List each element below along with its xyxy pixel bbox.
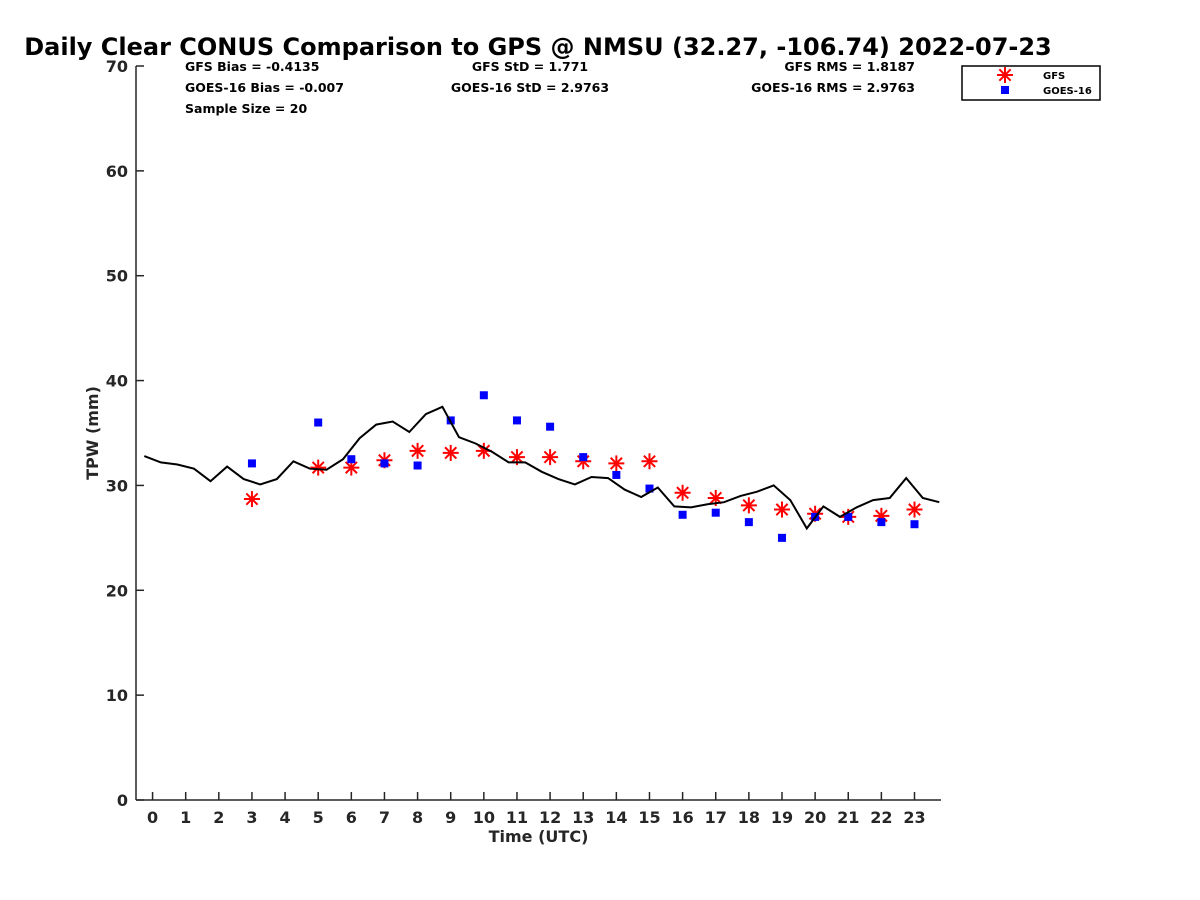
gfs-point-stroke (543, 450, 557, 464)
goes16-point (413, 461, 422, 470)
stat-goes-bias: GOES-16 Bias = -0.007 (185, 80, 344, 95)
goes16-point (877, 518, 886, 527)
stat-goes-std: GOES-16 StD = 2.9763 (451, 80, 609, 95)
legend-gfs-marker (997, 67, 1013, 83)
gfs-point (674, 484, 691, 501)
x-tick-label: 15 (638, 808, 660, 827)
legend-gfs-asterisk-stroke (998, 68, 1012, 82)
stat-sample-size: Sample Size = 20 (185, 101, 307, 116)
y-tick-label: 0 (117, 791, 128, 810)
x-axis-label: Time (UTC) (489, 827, 589, 846)
x-tick-label: 21 (837, 808, 859, 827)
gfs-point-stroke (609, 457, 623, 470)
stat-gfs-rms: GFS RMS = 1.8187 (784, 59, 915, 74)
gfs-point (310, 459, 327, 476)
goes16-point (910, 520, 919, 529)
gfs-point-stroke (742, 498, 756, 512)
gfs-point-stroke (411, 444, 424, 458)
goes16-point (479, 391, 488, 400)
x-tick-label: 22 (870, 808, 892, 827)
goes16-point (380, 459, 389, 468)
x-tick-label: 4 (280, 808, 291, 827)
goes16-point (314, 418, 323, 427)
gfs-point (243, 491, 260, 508)
gfs-point-stroke (344, 461, 358, 474)
x-tick-label: 20 (804, 808, 826, 827)
y-axis-label: TPW (mm) (83, 386, 102, 480)
gfs-point (343, 459, 360, 476)
gps-tpw-line (143, 405, 940, 531)
goes16-point (612, 470, 621, 479)
x-tick-label: 9 (445, 808, 456, 827)
gfs-point (641, 453, 658, 470)
gfs-point-stroke (709, 491, 723, 505)
x-tick-label: 13 (572, 808, 594, 827)
goes16-point (512, 416, 521, 425)
x-tick-label: 16 (671, 808, 693, 827)
legend-gfs-asterisk (997, 67, 1013, 83)
gfs-point-stroke (444, 446, 458, 460)
gfs-point-stroke (311, 461, 325, 474)
x-tick-label: 23 (903, 808, 925, 827)
goes16-point (645, 484, 654, 493)
x-tick-label: 17 (705, 808, 727, 827)
goes16-point (844, 512, 853, 521)
x-tick-label: 11 (506, 808, 528, 827)
gfs-point (773, 501, 790, 518)
x-tick-label: 0 (147, 808, 158, 827)
gfs-point-stroke (643, 454, 656, 468)
x-tick-label: 18 (738, 808, 760, 827)
y-tick-label: 40 (106, 372, 128, 391)
x-tick-label: 2 (213, 808, 224, 827)
legend-goes-marker (1001, 86, 1009, 94)
gfs-point (608, 455, 625, 472)
gfs-point (906, 501, 923, 518)
x-tick-label: 12 (539, 808, 561, 827)
goes16-point (247, 459, 256, 468)
gfs-point (740, 497, 757, 514)
stat-gfs-bias: GFS Bias = -0.4135 (185, 59, 319, 74)
goes16-point (347, 455, 356, 464)
x-tick-label: 7 (379, 808, 390, 827)
y-tick-label: 70 (106, 57, 128, 76)
gfs-point-stroke (245, 492, 259, 506)
gfs-point (542, 449, 559, 466)
gfs-point-stroke (477, 444, 491, 458)
legend-box (961, 65, 1101, 101)
y-tick-label: 10 (106, 686, 128, 705)
goes16-point (546, 422, 555, 431)
stat-goes-rms: GOES-16 RMS = 2.9763 (751, 80, 915, 95)
gfs-point (442, 444, 459, 461)
goes16-point (777, 533, 786, 542)
x-tick-label: 5 (313, 808, 324, 827)
x-tick-label: 10 (473, 808, 495, 827)
goes16-point (744, 518, 753, 527)
x-tick-label: 6 (346, 808, 357, 827)
gfs-point-stroke (510, 450, 524, 464)
chart-title: Daily Clear CONUS Comparison to GPS @ NM… (24, 33, 1052, 61)
stat-gfs-std: GFS StD = 1.771 (472, 59, 588, 74)
x-tick-label: 1 (180, 808, 191, 827)
x-tick-label: 14 (605, 808, 627, 827)
x-tick-label: 19 (771, 808, 793, 827)
x-tick-label: 3 (246, 808, 257, 827)
gfs-point (409, 442, 426, 459)
goes16-point (711, 508, 720, 517)
y-tick-label: 50 (106, 267, 128, 286)
y-tick-label: 20 (106, 581, 128, 600)
legend: GFS GOES-16 (961, 65, 1101, 101)
x-tick-label: 8 (412, 808, 423, 827)
gfs-point-stroke (676, 486, 689, 500)
y-tick-label: 60 (106, 162, 128, 181)
gfs-point-stroke (775, 503, 789, 516)
legend-gfs-label: GFS (1043, 71, 1065, 82)
goes16-point (579, 453, 588, 462)
legend-goes-label: GOES-16 (1043, 86, 1092, 97)
goes16-point (678, 510, 687, 519)
y-tick-label: 30 (106, 476, 128, 495)
gfs-point-stroke (908, 503, 921, 516)
